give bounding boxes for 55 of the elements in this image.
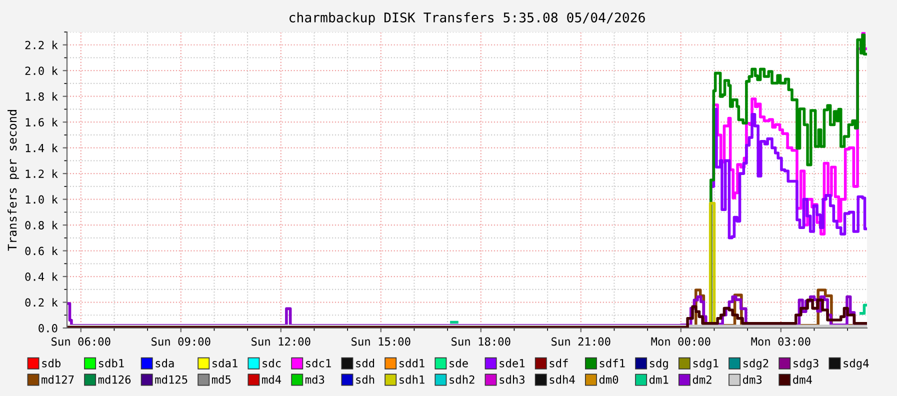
x-tick-label: Sun 21:00: [552, 337, 610, 346]
legend-label: sdh2: [450, 375, 474, 384]
legend-label: sdb1: [99, 358, 124, 368]
y-tick-label: 1.2 k: [26, 169, 58, 178]
legend-label: md126: [98, 375, 131, 384]
chart-title: charmbackup DISK Transfers 5:35.08 05/04/2026: [290, 12, 645, 26]
x-tick-label: Mon 00:00: [651, 337, 710, 346]
legend-label: sdg1: [693, 358, 718, 370]
legend-label: dm0: [599, 375, 618, 384]
y-tick-label: 0.2 k: [25, 298, 58, 307]
legend-label: sdc1: [306, 358, 331, 368]
x-tick-label: Sun 06:00: [52, 337, 110, 346]
y-tick-label: 0.8 k: [25, 220, 58, 230]
legend-label: sde1: [500, 358, 525, 368]
legend-label: sdh1: [400, 375, 424, 384]
legend-label: sdh4: [550, 375, 575, 384]
legend-label: md3: [305, 375, 324, 384]
y-tick-label: 1.6 k: [26, 118, 58, 126]
legend-label: sdd1: [400, 358, 424, 368]
legend-label: sdg4: [844, 358, 869, 370]
legend-label: sde: [450, 358, 468, 368]
y-tick-label: 0.0: [38, 324, 58, 332]
y-tick-label: 1.4 k: [26, 144, 58, 152]
legend-label: dm2: [692, 375, 712, 384]
legend-label: dm4: [793, 375, 812, 384]
x-tick-label: Mon 03:00: [751, 337, 810, 346]
y-tick-label: 2.2 k: [25, 40, 58, 50]
legend-label: dm3: [742, 375, 762, 384]
legend-label: sdg: [650, 358, 668, 370]
x-tick-label: Sun 09:00: [152, 337, 210, 346]
x-tick-label: Sun 15:00: [352, 337, 410, 346]
legend-label: sdh3: [500, 375, 524, 384]
y-tick-label: 2.0 k: [25, 66, 58, 76]
legend-label: md4: [262, 375, 282, 384]
legend-label: sdf: [550, 358, 568, 368]
legend-label: sda1: [212, 358, 238, 368]
legend-label: sdg2: [743, 358, 768, 370]
legend-label: sdf1: [600, 358, 625, 368]
y-tick-label: 0.4 k: [25, 272, 58, 281]
legend-label: sdd: [356, 358, 374, 368]
legend-label: md125: [155, 375, 188, 384]
x-tick-label: Sun 18:00: [452, 337, 510, 346]
y-tick-label: 1.8 k: [26, 92, 58, 101]
legend-label: sdc: [262, 358, 281, 368]
y-axis-title: Transfers per second: [8, 110, 19, 251]
legend-label: sdg3: [794, 358, 818, 370]
legend-label: md5: [212, 375, 231, 384]
x-tick-label: Sun 12:00: [252, 337, 310, 346]
legend-label: sdh: [356, 375, 374, 384]
y-tick-label: 1.0 k: [26, 195, 58, 204]
legend-label: sdb: [42, 358, 60, 368]
legend-label: sda: [156, 358, 174, 368]
legend-label: md127: [42, 375, 74, 384]
y-tick-label: 0.6 k: [25, 246, 58, 256]
legend-label: dm1: [650, 375, 668, 384]
